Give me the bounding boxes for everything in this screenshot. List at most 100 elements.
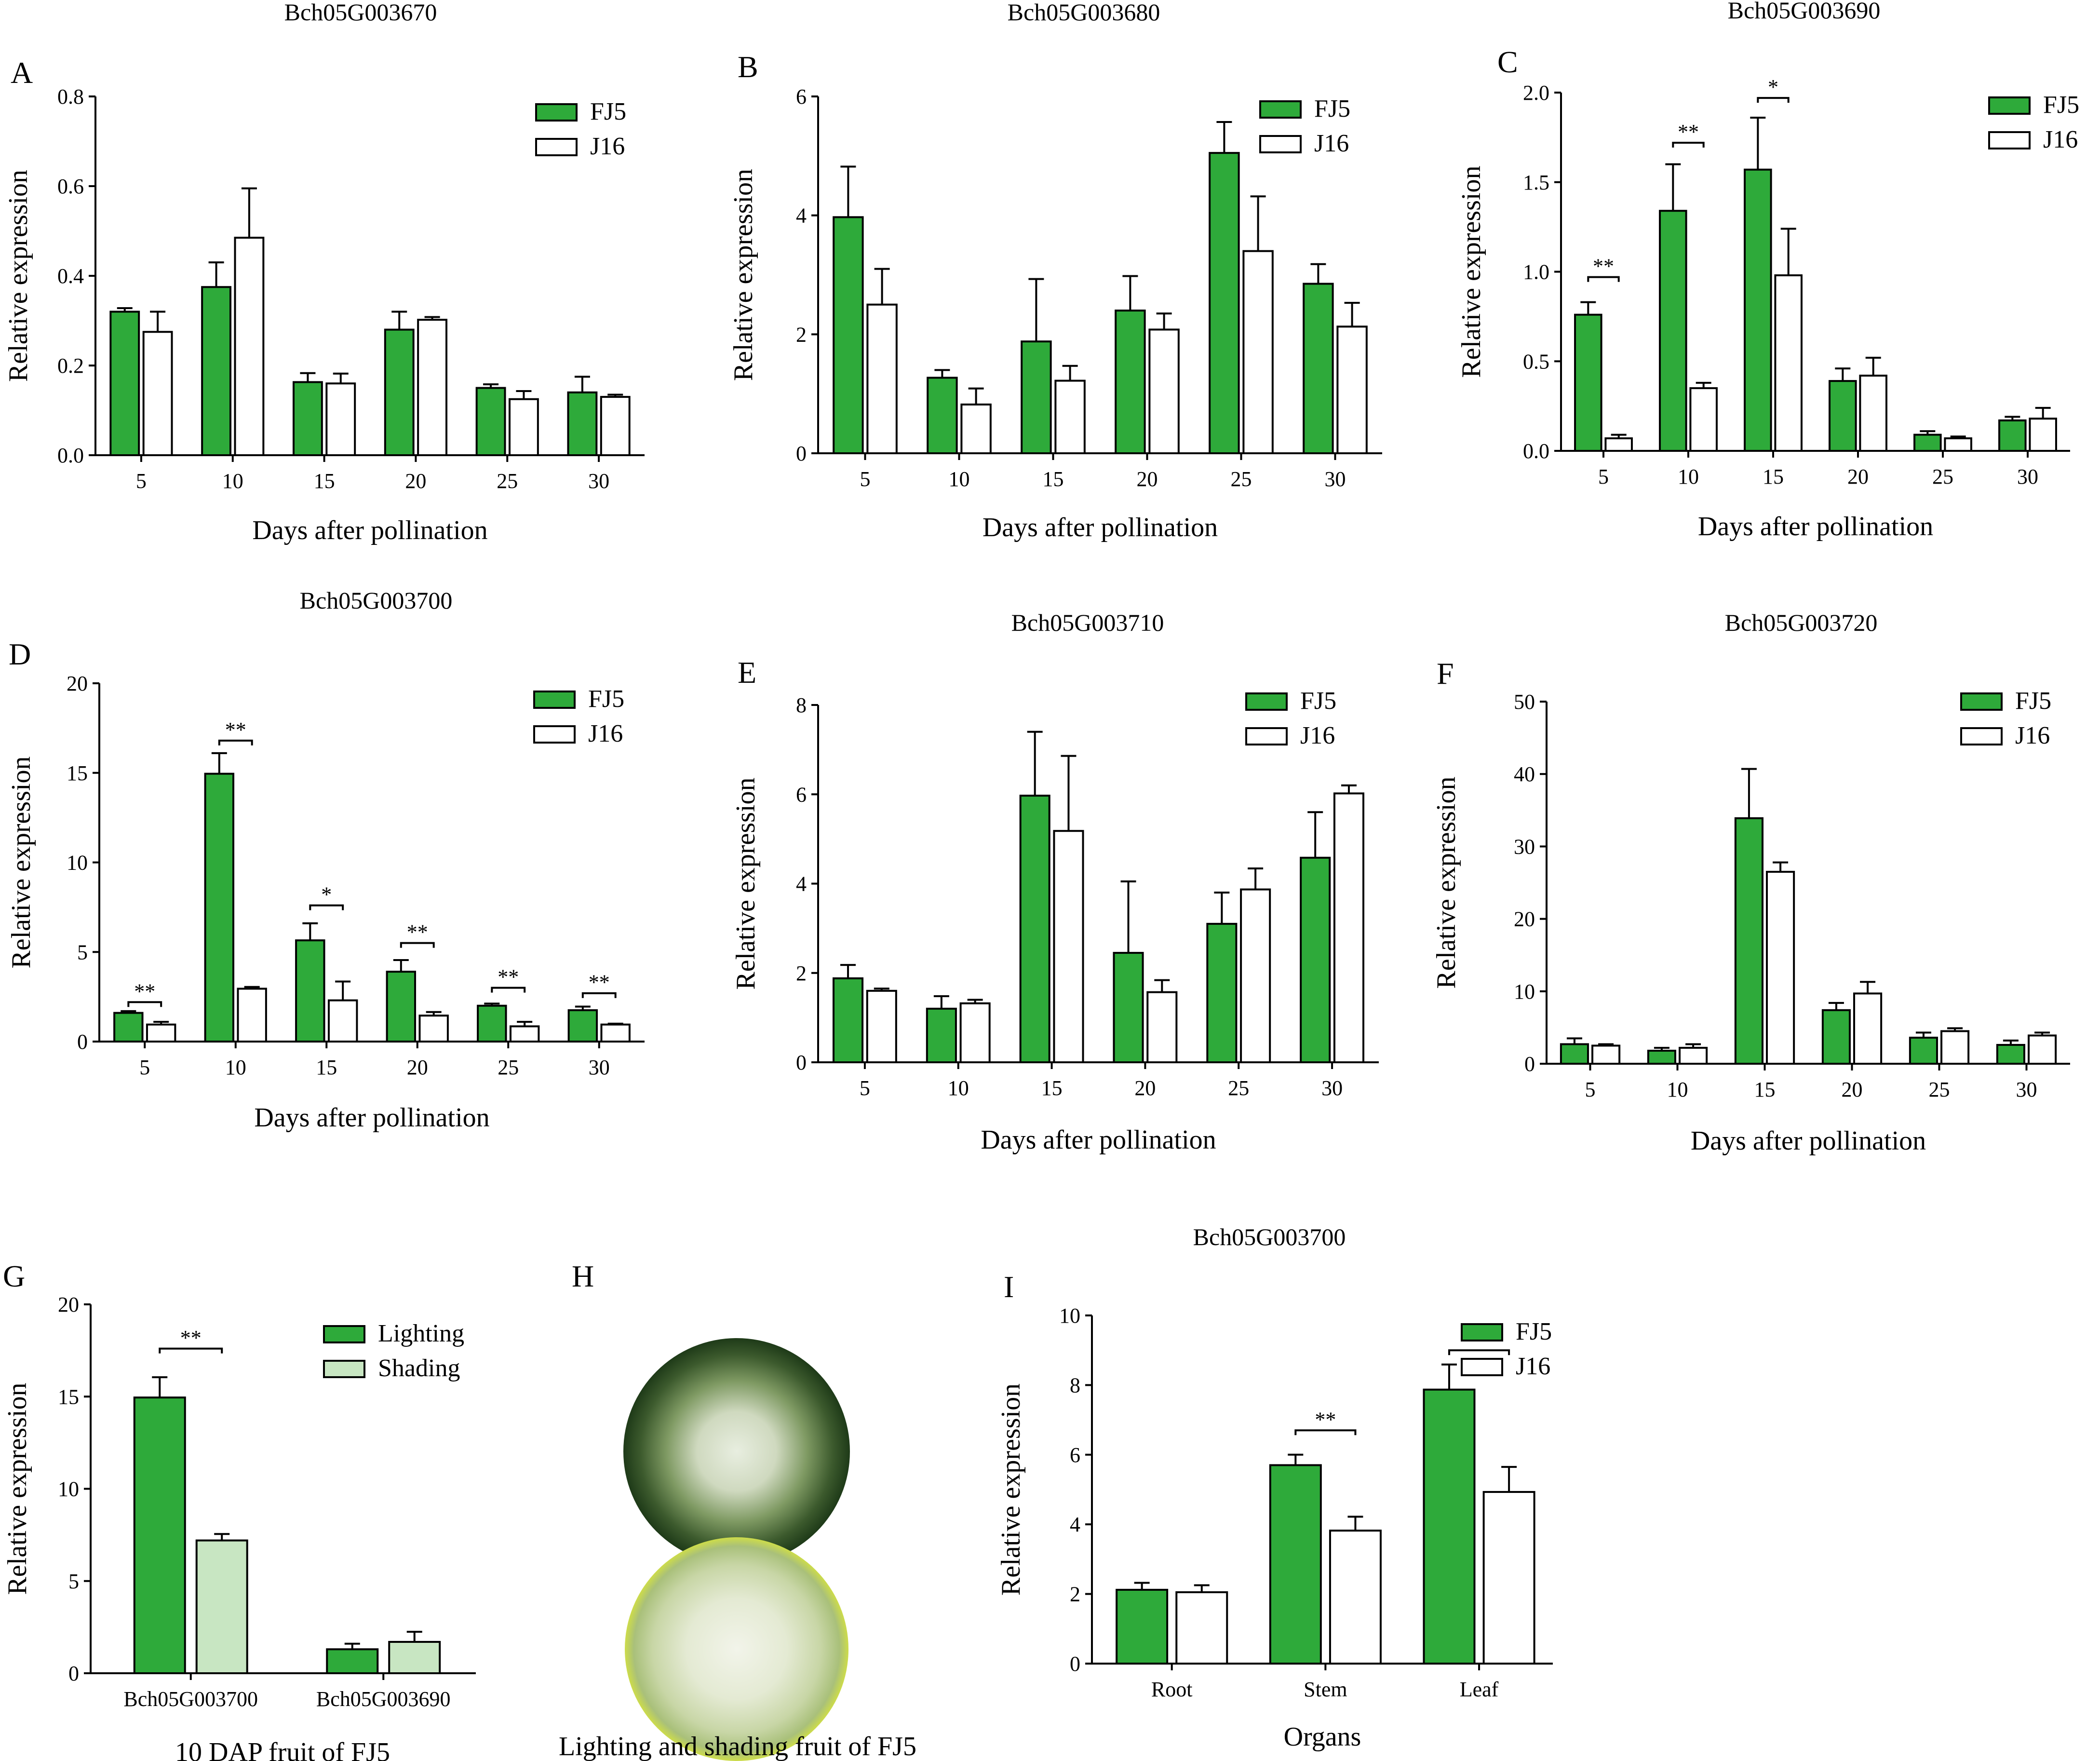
- x-tick-label: 15: [1043, 467, 1064, 491]
- x-axis-label: Days after pollination: [983, 513, 1218, 542]
- y-tick-label: 8: [1070, 1373, 1080, 1397]
- significance-bracket: [491, 987, 526, 993]
- y-tick-label: 4: [1070, 1513, 1080, 1536]
- bar: [1019, 795, 1050, 1064]
- bar: [1774, 274, 1803, 452]
- bar: [926, 1007, 957, 1064]
- bar: [1053, 830, 1084, 1063]
- y-tick-label: 5: [68, 1570, 79, 1593]
- legend-swatch: [1960, 727, 2003, 745]
- x-tick-label: 25: [498, 1056, 519, 1079]
- bar: [866, 303, 898, 455]
- panel-h-photo: H Lighting and shading fruit of FJ5: [559, 1259, 916, 1761]
- x-tick-label: 30: [1321, 1076, 1343, 1100]
- bar: [960, 403, 992, 454]
- bar: [326, 1648, 379, 1674]
- bar: [386, 971, 417, 1043]
- significance-label: *: [1768, 75, 1778, 99]
- x-tick-label: 15: [314, 469, 335, 493]
- y-tick-label: 4: [796, 204, 807, 228]
- bar: [201, 286, 232, 456]
- y-tick-label: 30: [1514, 835, 1535, 858]
- chart-title: Bch05G003700: [300, 587, 453, 614]
- bar: [1853, 992, 1883, 1065]
- x-tick-label: 5: [860, 1076, 870, 1100]
- legend-swatch: [535, 103, 578, 122]
- x-axis-label: Days after pollination: [254, 1103, 489, 1133]
- x-axis-label: Days after pollination: [252, 515, 487, 545]
- y-tick-label: 0: [796, 1051, 807, 1074]
- legend-swatch: [1245, 692, 1288, 711]
- panel-letter-e: E: [738, 655, 756, 690]
- x-tick-label: 20: [407, 1056, 428, 1079]
- x-tick-label: 10: [949, 467, 970, 491]
- panel-letter-d: D: [9, 637, 31, 671]
- legend-label: FJ5: [1314, 95, 1350, 122]
- y-tick-label: 20: [67, 672, 88, 695]
- bar: [1329, 1530, 1382, 1665]
- significance-label: **: [1315, 1408, 1336, 1431]
- x-tick-label: Leaf: [1460, 1678, 1499, 1701]
- legend-label: J16: [1300, 722, 1335, 749]
- panel-letter-f: F: [1437, 656, 1454, 691]
- y-tick-label: 6: [796, 783, 807, 806]
- y-tick-label: 10: [1059, 1304, 1080, 1328]
- significance-bracket: [1294, 1429, 1357, 1436]
- y-tick-label: 4: [796, 872, 807, 896]
- x-tick-label: 30: [1325, 467, 1346, 491]
- legend-label: FJ5: [2015, 687, 2051, 715]
- legend-swatch: [323, 1325, 365, 1343]
- bar: [1859, 374, 1887, 452]
- legend-swatch: [323, 1360, 365, 1378]
- bar: [1829, 380, 1857, 452]
- bar: [1113, 952, 1144, 1063]
- y-tick-label: 2.0: [1523, 81, 1549, 105]
- x-tick-label: 5: [860, 467, 871, 491]
- x-tick-label: 25: [1932, 465, 1953, 488]
- x-axis-label: Days after pollination: [1691, 1126, 1926, 1156]
- significance-label: *: [321, 883, 332, 907]
- y-tick-label: 2: [1070, 1583, 1080, 1606]
- x-axis-label: Days after pollination: [981, 1125, 1216, 1155]
- bar: [384, 328, 415, 456]
- panel-letter-h: H: [572, 1259, 594, 1293]
- y-tick-label: 5: [77, 940, 88, 964]
- bar: [113, 1012, 144, 1043]
- legend-label: J16: [1314, 130, 1349, 157]
- significance-label: **: [498, 965, 519, 989]
- y-axis-label: Relative expression: [3, 170, 33, 382]
- bar: [1560, 1043, 1589, 1065]
- y-tick-label: 0: [1070, 1652, 1080, 1676]
- y-tick-label: 0.0: [1523, 439, 1549, 463]
- panel-letter-c: C: [1497, 45, 1518, 79]
- bar: [417, 319, 448, 456]
- legend-swatch: [1461, 1358, 1503, 1376]
- bar: [1054, 379, 1086, 454]
- legend-swatch: [1960, 692, 2003, 711]
- bar: [475, 387, 506, 456]
- bar: [1115, 310, 1146, 454]
- y-axis-label: Relative expression: [996, 1383, 1026, 1596]
- legend-label: FJ5: [588, 685, 624, 713]
- significance-bracket: [159, 1347, 223, 1354]
- significance-bracket: [1587, 276, 1620, 282]
- bar: [295, 939, 325, 1043]
- x-tick-label: 10: [1667, 1078, 1688, 1101]
- y-tick-label: 0.2: [57, 354, 84, 378]
- bar: [1303, 283, 1334, 454]
- significance-bracket: [1757, 97, 1790, 103]
- bar: [832, 977, 864, 1063]
- x-tick-label: 20: [1847, 465, 1869, 488]
- bar: [1482, 1491, 1535, 1665]
- x-axis-label: Days after pollination: [1698, 512, 1933, 542]
- bar: [1242, 250, 1274, 455]
- y-tick-label: 20: [58, 1293, 79, 1316]
- y-tick-label: 20: [1514, 908, 1535, 931]
- bar: [959, 1002, 991, 1064]
- bar: [509, 1025, 540, 1043]
- bar: [1206, 922, 1238, 1064]
- bar: [195, 1539, 248, 1675]
- bar: [1689, 387, 1718, 452]
- bar: [325, 382, 356, 457]
